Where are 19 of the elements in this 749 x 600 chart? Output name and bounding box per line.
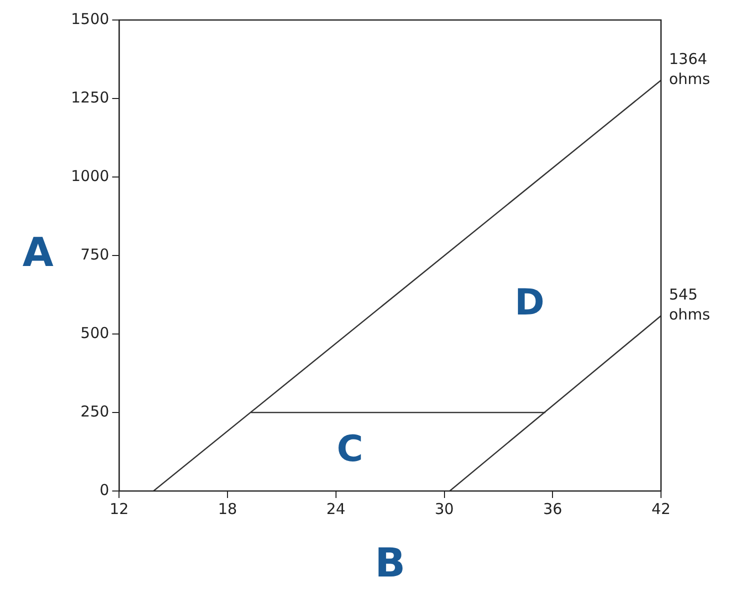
y-tick-label: 750: [80, 245, 110, 264]
annotation: 545 ohms: [669, 286, 710, 324]
annotation: D: [514, 282, 545, 324]
x-tick-label: 18: [218, 500, 238, 518]
x-tick-label: 36: [543, 500, 562, 518]
y-tick-label: 1250: [70, 88, 110, 106]
x-tick-label: 12: [110, 500, 129, 518]
x-tick-label: 42: [651, 500, 671, 518]
y-axis-title: A: [22, 230, 54, 276]
x-tick-label: 24: [326, 500, 346, 518]
x-tick-label: 30: [434, 500, 454, 518]
y-tick-label: 250: [80, 402, 110, 420]
y-tick-label: 0: [100, 480, 110, 499]
x-axis-title: B: [374, 540, 406, 586]
y-tick-label: 1500: [70, 10, 110, 28]
annotation: 1364 ohms: [669, 50, 710, 88]
y-tick-label: 500: [80, 324, 110, 342]
annotation: C: [336, 429, 364, 470]
y-tick-label: 1000: [70, 166, 110, 185]
